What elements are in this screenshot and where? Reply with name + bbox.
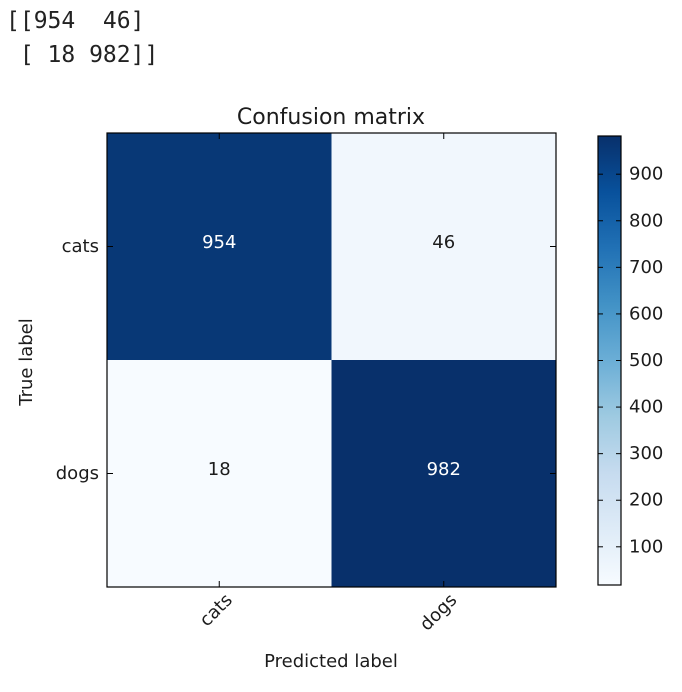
heatmap-cell: [107, 133, 332, 360]
x-tick-label: dogs: [416, 590, 461, 635]
heatmap-cell-label: 46: [432, 232, 455, 253]
colorbar-tick-label: 800: [629, 210, 663, 231]
colorbar-tick-label: 300: [629, 443, 663, 464]
console-line-2: [ 18 982]]: [6, 42, 159, 68]
heatmap-cell: [107, 360, 332, 587]
console-line-1: [[954 46]: [6, 8, 145, 34]
colorbar-tick-label: 400: [629, 397, 663, 418]
chart-title: Confusion matrix: [237, 105, 425, 130]
x-tick-label: cats: [196, 590, 237, 631]
heatmap-cells: [107, 133, 556, 587]
console-output: [[954 46] [ 18 982]]: [6, 4, 158, 72]
heatmap-cell-label: 982: [427, 459, 461, 480]
colorbar-tick-label: 200: [629, 490, 663, 511]
colorbar-tick-label: 600: [629, 303, 663, 324]
colorbar-ticks: 100 200 300 400 500 600 700 800 900: [598, 164, 663, 557]
heatmap-cell: [331, 360, 556, 587]
heatmap-cell: [331, 133, 556, 360]
y-axis-label: True label: [16, 318, 37, 407]
heatmap-cell-label: 954: [202, 232, 236, 253]
colorbar-tick-label: 100: [629, 536, 663, 557]
colorbar-tick-label: 900: [629, 164, 663, 185]
plot-frame: [106, 132, 557, 588]
x-axis-label: Predicted label: [264, 651, 398, 672]
heatmap-cell-label: 18: [208, 459, 231, 480]
heatmap-cell-labels: 954 46 18 982: [202, 232, 461, 480]
colorbar-tick-label: 700: [629, 257, 663, 278]
y-tick-label: dogs: [56, 463, 99, 484]
y-tick-label: cats: [62, 236, 99, 257]
y-axis-ticks: cats dogs: [56, 236, 556, 484]
colorbar-tick-label: 500: [629, 350, 663, 371]
